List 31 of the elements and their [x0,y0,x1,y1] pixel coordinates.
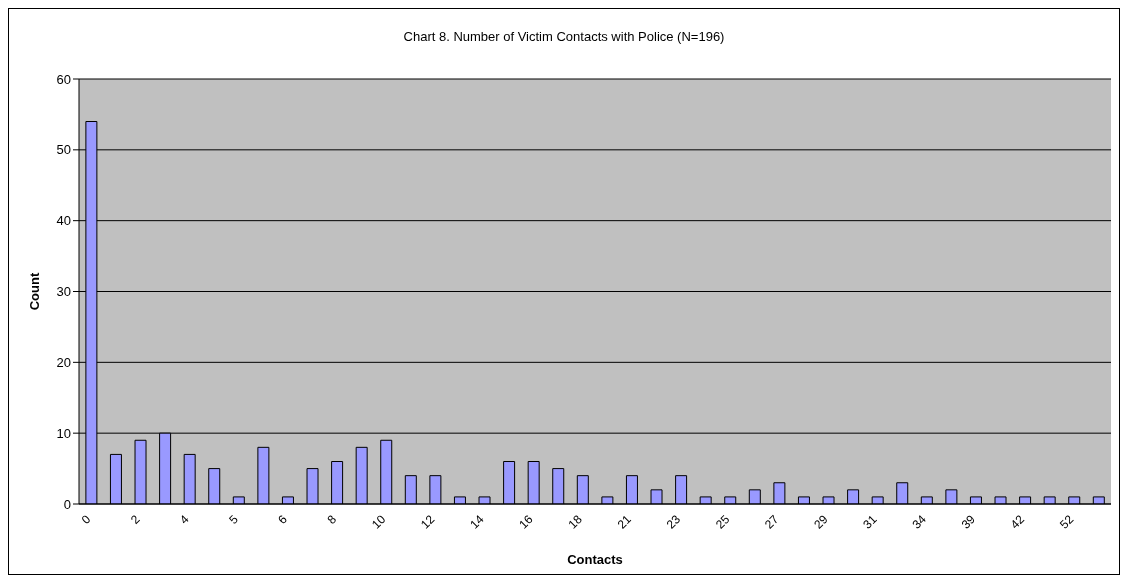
y-tick-label: 50 [56,142,71,158]
x-tick-label: 42 [1007,512,1028,532]
y-tick-label: 10 [56,425,71,441]
x-tick-label: 16 [516,512,536,532]
x-tick-label: 8 [324,512,340,527]
x-tick-label: 10 [368,512,389,532]
x-tick-label: 21 [614,512,635,532]
y-tick-label: 40 [56,213,71,229]
x-tick-label: 5 [226,512,242,527]
x-axis-title: Contacts [567,552,623,567]
x-tick-label: 12 [418,512,438,532]
x-tick-label: 52 [1056,512,1077,532]
x-tick-label: 0 [78,512,94,527]
x-tick-label: 29 [811,512,831,532]
x-tick-label: 14 [467,512,487,532]
x-tick-label: 6 [275,512,291,527]
x-tick-label: 25 [712,512,733,532]
x-tick-label: 34 [909,512,930,532]
x-tick-label: 4 [177,512,192,527]
x-tick-label: 2 [127,512,143,527]
y-tick-label: 60 [56,71,71,87]
x-tick-label: 27 [762,512,782,532]
y-tick-label: 20 [56,354,71,370]
x-tick-label: 18 [565,512,586,532]
x-tick-label: 31 [860,512,880,532]
y-axis-title: Count [26,272,42,311]
chart-title: Chart 8. Number of Victim Contacts with Police (N=196) [402,28,726,46]
x-tick-label: 23 [663,512,684,532]
x-tick-label: 39 [958,512,979,532]
y-tick-label: 0 [63,496,71,512]
y-tick-label: 30 [56,284,71,300]
